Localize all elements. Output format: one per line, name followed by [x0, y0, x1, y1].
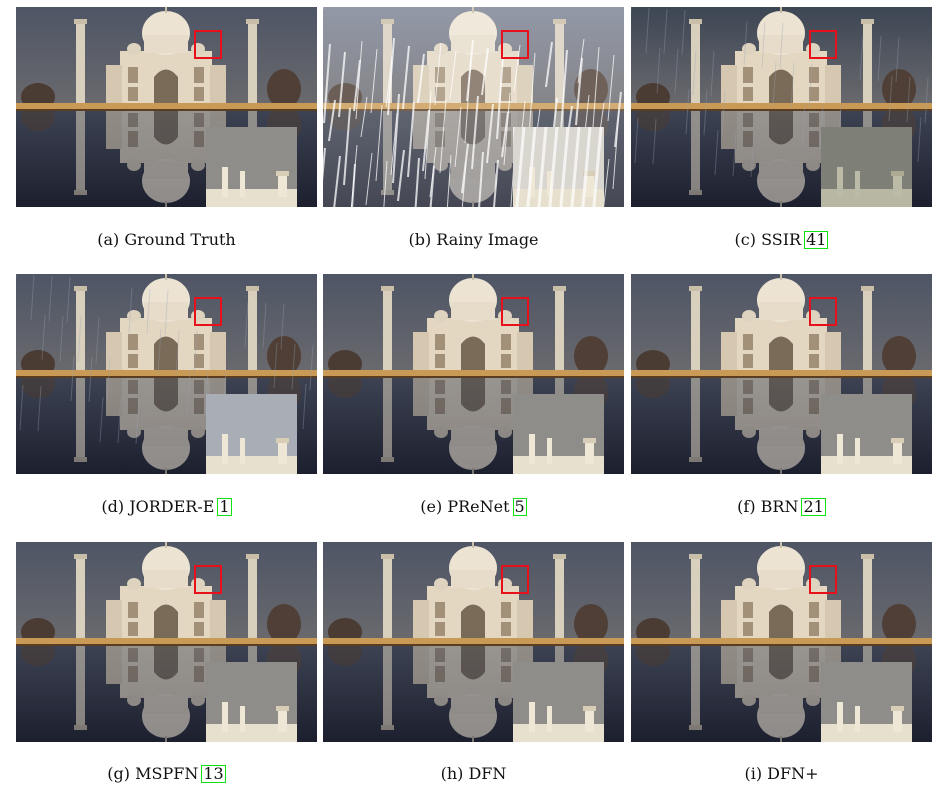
zoom-inset-e: [513, 394, 604, 474]
caption-e: (e) PReNet 5: [323, 497, 624, 517]
panel-image-e: [323, 274, 624, 474]
caption-d-label: (d) JORDER-E: [101, 497, 215, 516]
caption-c-label: (c) SSIR: [734, 230, 802, 249]
zoom-inset-a: [206, 127, 297, 207]
highlight-box-c: [809, 30, 837, 59]
zoom-inset-d: [206, 394, 297, 474]
caption-d: (d) JORDER-E 1: [16, 497, 317, 517]
citation-d[interactable]: 1: [217, 497, 232, 516]
taj-mahal-photo-b: [323, 7, 624, 207]
citation-g[interactable]: 13: [201, 764, 226, 783]
highlight-box-d: [194, 297, 222, 326]
panel-image-d: [16, 274, 317, 474]
zoom-inset-b: [513, 127, 604, 207]
caption-g: (g) MSPFN 13: [16, 764, 317, 784]
citation-e[interactable]: 5: [512, 497, 527, 516]
highlight-box-e: [501, 297, 529, 326]
caption-g-label: (g) MSPFN: [107, 764, 199, 783]
zoom-inset-h: [513, 662, 604, 742]
caption-f-label: (f) BRN: [737, 497, 799, 516]
highlight-box-a: [194, 30, 222, 59]
citation-f[interactable]: 21: [801, 497, 826, 516]
caption-a: (a) Ground Truth: [16, 230, 317, 250]
citation-c[interactable]: 41: [804, 230, 829, 249]
caption-e-label: (e) PReNet: [420, 497, 510, 516]
panel-image-i: [631, 542, 932, 742]
caption-h: (h) DFN: [323, 764, 624, 784]
taj-mahal-photo-d: [16, 274, 317, 474]
zoom-inset-g: [206, 662, 297, 742]
caption-h-label: (h) DFN: [440, 764, 507, 783]
caption-b: (b) Rainy Image: [323, 230, 624, 250]
caption-i: (i) DFN+: [631, 764, 932, 784]
zoom-inset-c: [821, 127, 912, 207]
highlight-box-b: [501, 30, 529, 59]
zoom-inset-i: [821, 662, 912, 742]
caption-a-label: (a) Ground Truth: [97, 230, 236, 249]
taj-mahal-photo-e: [323, 274, 624, 474]
highlight-box-h: [501, 565, 529, 594]
panel-image-g: [16, 542, 317, 742]
caption-b-label: (b) Rainy Image: [408, 230, 539, 249]
highlight-box-f: [809, 297, 837, 326]
caption-c: (c) SSIR 41: [631, 230, 932, 250]
caption-f: (f) BRN 21: [631, 497, 932, 517]
panel-image-f: [631, 274, 932, 474]
panel-image-a: [16, 7, 317, 207]
highlight-box-i: [809, 565, 837, 594]
taj-mahal-photo-i: [631, 542, 932, 742]
caption-i-label: (i) DFN+: [744, 764, 819, 783]
highlight-box-g: [194, 565, 222, 594]
panel-image-c: [631, 7, 932, 207]
zoom-inset-f: [821, 394, 912, 474]
panel-image-h: [323, 542, 624, 742]
panel-image-b: [323, 7, 624, 207]
